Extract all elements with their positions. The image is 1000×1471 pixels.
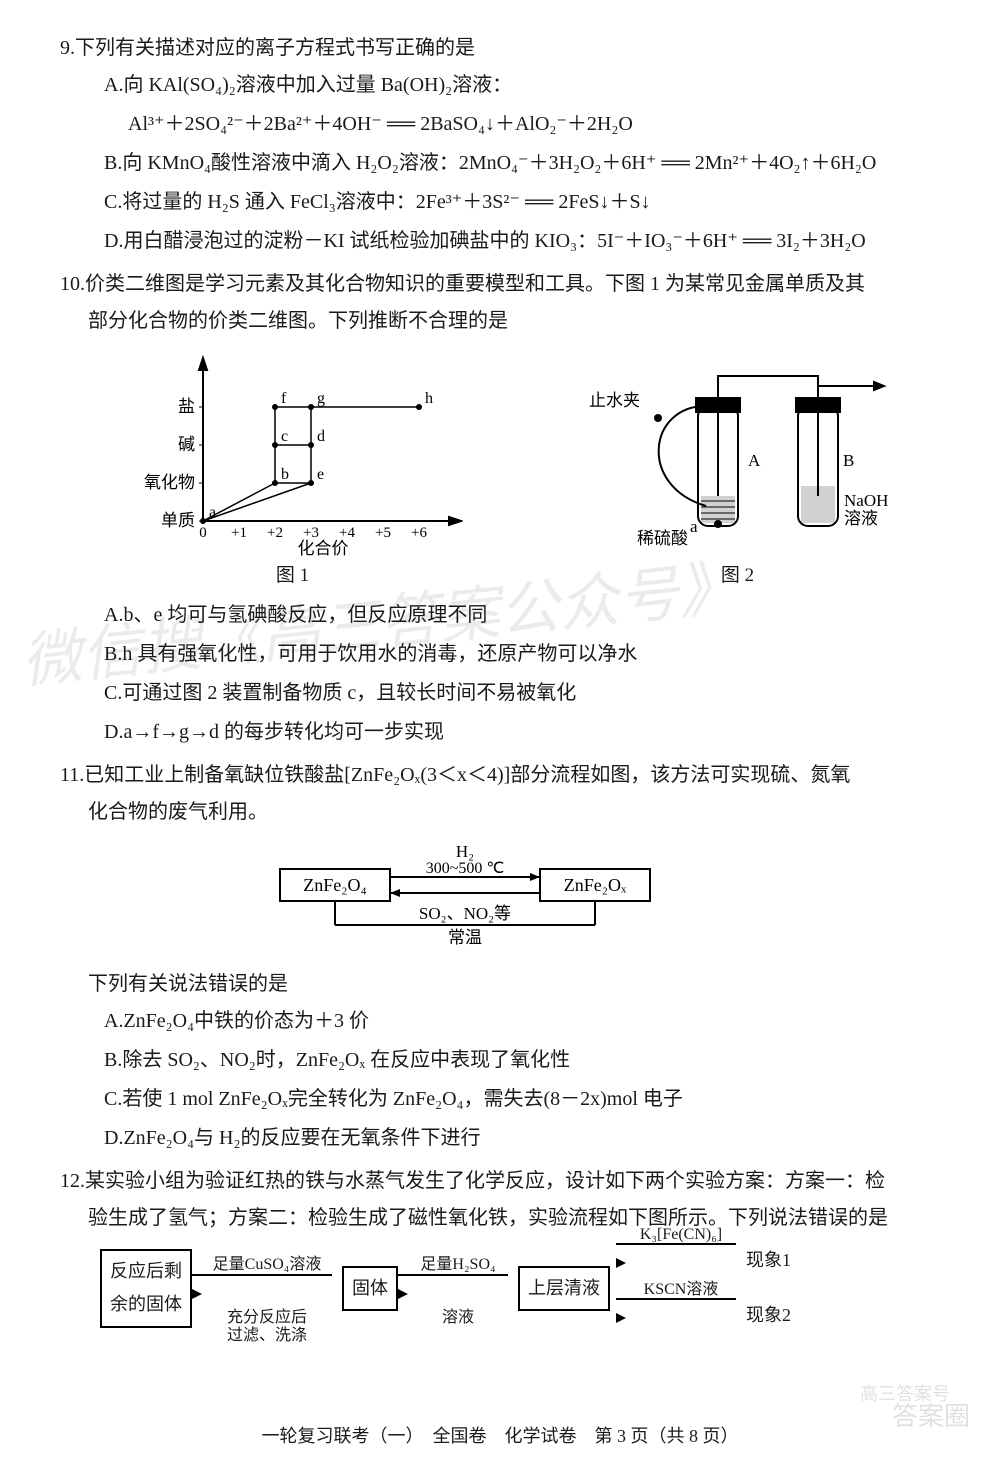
q10-stem1: 10.价类二维图是学习元素及其化合物知识的重要模型和工具。下图 1 为某常见金属… — [60, 266, 950, 303]
q12-a1bot: 充分反应后过滤、洗涤 — [192, 1309, 342, 1344]
svg-text:H₂: H₂ — [456, 842, 474, 861]
q10-optA: A.b、e 均可与氢碘酸反应，但反应原理不同 — [60, 597, 950, 634]
q9-optD: D.用白醋浸泡过的淀粉－KI 试纸检验加碘盐中的 KIO₃：5I⁻＋IO₃⁻＋6… — [60, 223, 950, 260]
svg-text:300~500 ℃: 300~500 ℃ — [426, 860, 505, 877]
svg-text:A: A — [748, 451, 761, 470]
svg-text:h: h — [425, 390, 433, 407]
svg-text:d: d — [317, 428, 325, 445]
q10-figures: abecdfgh 盐碱氧化物单质 0+1+2+3+4+5+6 化合价 图 1 — [60, 346, 950, 593]
q11-stem2: 化合物的废气利用。 — [60, 794, 950, 831]
svg-text:+5: +5 — [375, 525, 391, 541]
svg-text:碱: 碱 — [178, 435, 195, 454]
q12-r1top: K₃[Fe(CN)₆] — [616, 1226, 746, 1244]
svg-text:NaOH: NaOH — [844, 491, 888, 510]
svg-text:a: a — [690, 517, 698, 536]
q12-box2: 固体 — [342, 1266, 398, 1311]
svg-text:0: 0 — [199, 525, 207, 541]
q12-a2bot: 溶液 — [398, 1309, 518, 1327]
q12-a2top: 足量H₂SO₄ — [398, 1256, 518, 1274]
q12-r2top: KSCN溶液 — [616, 1281, 746, 1299]
fig2: 止水夹 A B 稀硫酸 NaOH 溶液 a 图 2 — [588, 346, 888, 593]
q11-lead: 下列有关说法错误的是 — [60, 966, 950, 1003]
svg-text:+1: +1 — [231, 525, 247, 541]
q12-box1: 反应后剩余的固体 — [100, 1249, 192, 1328]
q11-optB: B.除去 SO₂、NO₂时，ZnFe₂Oₓ 在反应中表现了氧化性 — [60, 1042, 950, 1079]
svg-text:常温: 常温 — [448, 928, 482, 947]
q12-a1top: 足量CuSO₄溶液 — [192, 1256, 342, 1274]
svg-text:b: b — [281, 466, 289, 483]
q11-optA: A.ZnFe₂O₄中铁的价态为＋3 价 — [60, 1003, 950, 1040]
fig1-caption: 图 1 — [276, 558, 309, 593]
q11-stem1: 11.已知工业上制备氧缺位铁酸盐[ZnFe₂Oₓ(3＜x＜4)]部分流程如图，该… — [60, 757, 950, 794]
q9-optB: B.向 KMnO₄酸性溶液中滴入 H₂O₂溶液：2MnO₄⁻＋3H₂O₂＋6H⁺… — [60, 145, 950, 182]
svg-text:SO₂、NO₂等: SO₂、NO₂等 — [419, 904, 511, 923]
svg-text:止水夹: 止水夹 — [589, 391, 640, 410]
svg-text:溶液: 溶液 — [844, 509, 878, 528]
watermark-br2: 高三答案号 — [860, 1378, 950, 1411]
q12-box3: 上层清液 — [518, 1266, 610, 1311]
fig2-caption: 图 2 — [721, 558, 754, 593]
svg-text:ZnFe₂O₄: ZnFe₂O₄ — [303, 875, 367, 895]
q11: 11.已知工业上制备氧缺位铁酸盐[ZnFe₂Oₓ(3＜x＜4)]部分流程如图，该… — [60, 757, 950, 1157]
q10-optD: D.a→f→g→d 的每步转化均可一步实现 — [60, 714, 950, 751]
q9-optC: C.将过量的 H₂S 通入 FeCl₃溶液中：2Fe³⁺＋3S²⁻ ══ 2Fe… — [60, 184, 950, 221]
q10: 10.价类二维图是学习元素及其化合物知识的重要模型和工具。下图 1 为某常见金属… — [60, 266, 950, 751]
page-footer: 一轮复习联考（一） 全国卷 化学试卷 第 3 页（共 8 页） — [0, 1420, 1000, 1453]
fig1-svg: abecdfgh 盐碱氧化物单质 0+1+2+3+4+5+6 化合价 — [123, 346, 463, 556]
q9-optA-eq: Al³⁺＋2SO₄²⁻＋2Ba²⁺＋4OH⁻ ══ 2BaSO₄↓＋AlO₂⁻＋… — [60, 106, 950, 143]
svg-text:单质: 单质 — [161, 511, 195, 530]
q10-optC: C.可通过图 2 装置制备物质 c，且较长时间不易被氧化 — [60, 675, 950, 712]
svg-text:盐: 盐 — [178, 397, 195, 416]
q12-stem1: 12.某实验小组为验证红热的铁与水蒸气发生了化学反应，设计如下两个实验方案：方案… — [60, 1163, 950, 1200]
svg-text:化合价: 化合价 — [297, 539, 348, 556]
svg-text:ZnFe₂Oₓ: ZnFe₂Oₓ — [564, 875, 627, 895]
q12-r2: 现象2 — [746, 1299, 791, 1332]
q12: 12.某实验小组为验证红热的铁与水蒸气发生了化学反应，设计如下两个实验方案：方案… — [60, 1163, 950, 1334]
q11-flow: ZnFe₂O₄ ZnFe₂Oₓ H₂ 300~500 ℃ SO₂、NO₂等 常温 — [220, 839, 950, 962]
svg-text:氧化物: 氧化物 — [144, 473, 195, 492]
svg-text:g: g — [317, 390, 325, 407]
svg-text:稀硫酸: 稀硫酸 — [637, 529, 688, 548]
q9: 9.下列有关描述对应的离子方程式书写正确的是 A.向 KAl(SO₄)₂溶液中加… — [60, 30, 950, 260]
svg-text:+6: +6 — [411, 525, 427, 541]
fig2-svg: 止水夹 A B 稀硫酸 NaOH 溶液 a — [588, 346, 888, 556]
svg-text:c: c — [281, 428, 288, 445]
q9-optA: A.向 KAl(SO₄)₂溶液中加入过量 Ba(OH)₂溶液： — [60, 67, 950, 104]
svg-text:e: e — [317, 466, 324, 483]
svg-text:+2: +2 — [267, 525, 283, 541]
q12-stem2: 验生成了氢气；方案二：检验生成了磁性氧化铁，实验流程如下图所示。下列说法错误的是 — [60, 1200, 950, 1237]
svg-text:f: f — [281, 390, 287, 407]
q11-optD: D.ZnFe₂O₄与 H₂的反应要在无氧条件下进行 — [60, 1120, 950, 1157]
svg-text:B: B — [843, 451, 854, 470]
q12-flow: 反应后剩余的固体 足量CuSO₄溶液 充分反应后过滤、洗涤 固体 足量H₂SO₄… — [100, 1243, 950, 1334]
fig1: abecdfgh 盐碱氧化物单质 0+1+2+3+4+5+6 化合价 图 1 — [123, 346, 463, 593]
q12-r1: 现象1 — [746, 1244, 791, 1277]
q9-stem: 9.下列有关描述对应的离子方程式书写正确的是 — [60, 30, 950, 67]
q10-stem2: 部分化合物的价类二维图。下列推断不合理的是 — [60, 303, 950, 340]
q10-optB: B.h 具有强氧化性，可用于饮用水的消毒，还原产物可以净水 — [60, 636, 950, 673]
q11-optC: C.若使 1 mol ZnFe₂Oₓ完全转化为 ZnFe₂O₄，需失去(8－2x… — [60, 1081, 950, 1118]
